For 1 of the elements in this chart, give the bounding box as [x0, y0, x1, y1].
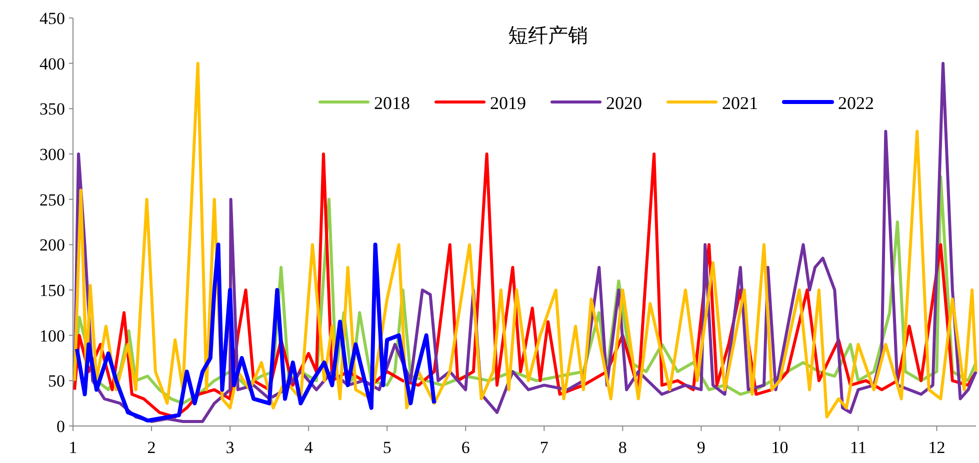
title: 短纤产销 — [508, 25, 588, 47]
